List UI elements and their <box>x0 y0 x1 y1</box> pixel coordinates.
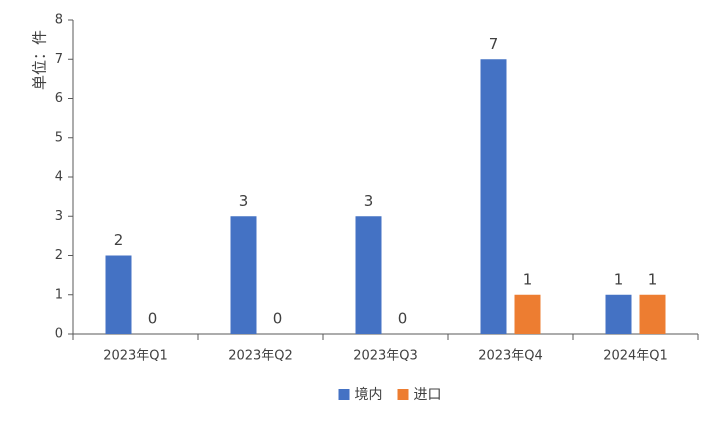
legend-swatch <box>398 389 409 400</box>
y-tick-label: 6 <box>55 91 63 106</box>
x-tick-label: 2024年Q1 <box>603 349 668 364</box>
data-labels: 2 3 3 7 1 0 0 0 1 1 <box>114 35 658 328</box>
x-tick-label: 2023年Q4 <box>478 349 543 364</box>
bar-domestic <box>606 295 632 334</box>
data-label: 1 <box>614 270 624 288</box>
x-axis: 2023年Q1 2023年Q2 2023年Q3 2023年Q4 2024年Q1 <box>73 334 698 364</box>
bar-domestic <box>106 256 132 335</box>
data-label: 3 <box>239 192 249 210</box>
data-label: 0 <box>148 310 158 328</box>
legend-label: 境内 <box>355 387 383 403</box>
data-label: 2 <box>114 231 124 249</box>
y-tick-label: 1 <box>55 287 63 302</box>
data-label: 0 <box>273 310 283 328</box>
legend: 境内 进口 <box>339 387 442 403</box>
x-tick-label: 2023年Q1 <box>103 349 168 364</box>
x-tick-label: 2023年Q3 <box>353 349 418 364</box>
data-label: 0 <box>398 310 408 328</box>
y-axis-label: 单位：件 <box>31 30 49 90</box>
y-tick-label: 3 <box>55 209 63 224</box>
y-tick-label: 5 <box>55 130 63 145</box>
bar-domestic <box>356 216 382 334</box>
y-tick-label: 0 <box>55 327 63 342</box>
data-label: 7 <box>489 35 499 53</box>
y-tick-label: 8 <box>55 13 63 28</box>
legend-swatch <box>339 389 350 400</box>
bar-import <box>515 295 541 334</box>
y-tick-label: 7 <box>55 52 63 67</box>
data-label: 1 <box>648 270 658 288</box>
y-axis: 0 1 2 3 4 5 6 7 8 <box>55 13 73 342</box>
y-tick-label: 2 <box>55 248 63 263</box>
bar-domestic <box>481 59 507 334</box>
data-label: 3 <box>364 192 374 210</box>
bar-import <box>640 295 666 334</box>
y-tick-label: 4 <box>55 170 63 185</box>
bar-domestic <box>231 216 257 334</box>
data-label: 1 <box>523 270 533 288</box>
x-tick-label: 2023年Q2 <box>228 349 293 364</box>
legend-label: 进口 <box>414 387 442 403</box>
bars <box>106 59 666 334</box>
